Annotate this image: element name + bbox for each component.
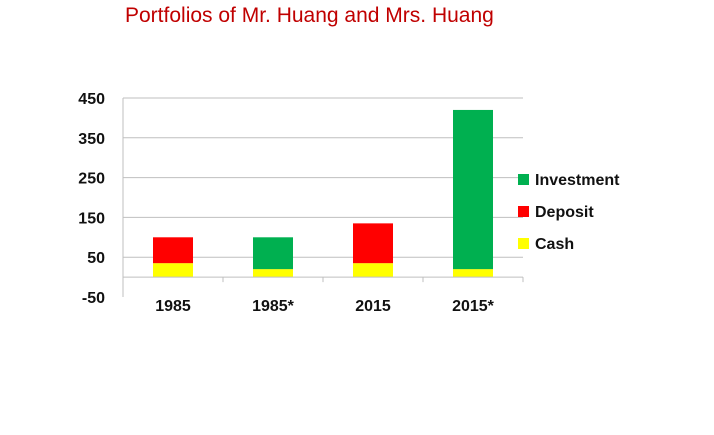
legend: Investment Deposit Cash [518,172,620,253]
bar-cash-2 [353,263,393,278]
legend-swatch-investment [518,174,529,185]
legend-swatch-deposit [518,206,529,217]
bar-deposit-0 [153,237,193,264]
x-category-label-1: 1985* [252,298,295,315]
bar-cash-1 [253,269,293,278]
x-category-label-0: 1985 [155,298,191,315]
y-tick-label-4: 350 [78,131,105,148]
bar-investment-1 [253,237,293,270]
y-tick-label-2: 150 [78,210,105,227]
bars [153,109,493,278]
axes: -50 50 150 250 350 450 1985 1985* 2015 2015* [78,91,524,315]
chart-title: Portfolios of Mr. Huang and Mrs. Huang [125,4,494,27]
x-category-label-2: 2015 [355,298,391,315]
y-tick-label-3: 250 [78,171,105,188]
y-tick-label-5: 450 [78,91,105,108]
legend-label-deposit: Deposit [535,204,594,221]
y-tick-label-1: 50 [87,250,105,267]
bar-cash-3 [453,269,493,278]
bar-investment-3 [453,109,493,270]
x-category-label-3: 2015* [452,298,495,315]
legend-swatch-cash [518,238,529,249]
legend-label-cash: Cash [535,236,574,253]
bar-deposit-2 [353,223,393,264]
bar-cash-0 [153,263,193,278]
y-tick-label-0: -50 [82,290,105,307]
legend-label-investment: Investment [535,172,620,189]
